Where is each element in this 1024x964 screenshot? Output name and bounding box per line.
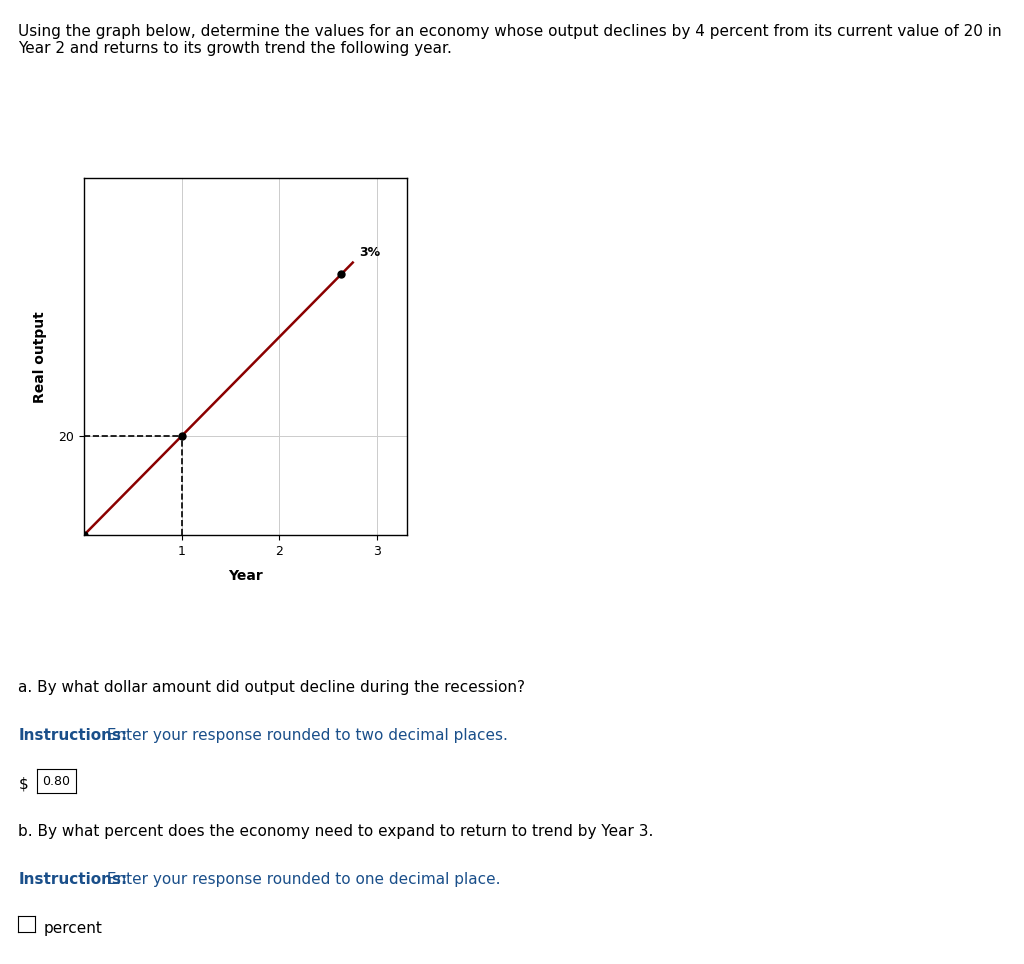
Text: Instructions:: Instructions: xyxy=(18,872,128,888)
Text: percent: percent xyxy=(44,921,102,936)
Text: Enter your response rounded to two decimal places.: Enter your response rounded to two decim… xyxy=(102,728,508,743)
Text: Using the graph below, determine the values for an economy whose output declines: Using the graph below, determine the val… xyxy=(18,24,1002,57)
Text: 3%: 3% xyxy=(359,246,381,259)
Text: 0.80: 0.80 xyxy=(42,775,71,788)
Text: b. By what percent does the economy need to expand to return to trend by Year 3.: b. By what percent does the economy need… xyxy=(18,824,653,840)
Text: Enter your response rounded to one decimal place.: Enter your response rounded to one decim… xyxy=(102,872,501,888)
Text: a. By what dollar amount did output decline during the recession?: a. By what dollar amount did output decl… xyxy=(18,680,525,695)
X-axis label: Year: Year xyxy=(228,569,262,583)
Text: Instructions:: Instructions: xyxy=(18,728,128,743)
Text: $: $ xyxy=(18,776,29,791)
Y-axis label: Real output: Real output xyxy=(33,310,47,403)
